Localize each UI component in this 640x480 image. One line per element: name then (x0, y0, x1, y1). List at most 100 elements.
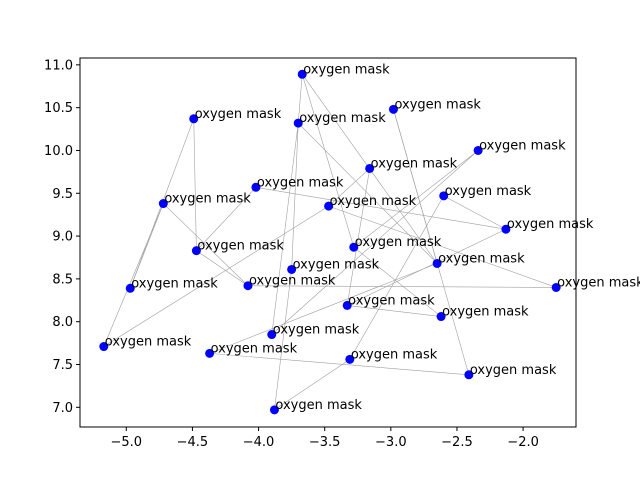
data-point (293, 118, 303, 128)
connection-line (347, 228, 507, 306)
connection-line (271, 150, 479, 335)
connection-line (297, 74, 303, 124)
point-label: oxygen mask (299, 111, 386, 126)
data-point (158, 199, 168, 209)
data-point (439, 191, 449, 201)
point-label: oxygen mask (557, 275, 640, 290)
connection-line (301, 74, 355, 248)
x-axis: −5.0 −4.5 −4.0 −3.5 −3.0 −2.5 −2.0 (111, 427, 539, 450)
connection-line (347, 305, 442, 317)
x-tick-label: −3.5 (309, 435, 341, 450)
point-label: oxygen mask (445, 184, 532, 199)
point-label: oxygen mask (394, 97, 481, 112)
point-label: oxygen mask (197, 239, 284, 254)
connection-line (353, 246, 442, 317)
y-tick-label: 7.0 (52, 401, 73, 416)
connection-line (443, 195, 507, 230)
connection-line (196, 250, 249, 286)
data-point (342, 300, 352, 310)
connection-line (209, 263, 438, 354)
connection-line (298, 122, 438, 264)
data-point (501, 224, 511, 234)
y-tick-label: 11.0 (44, 58, 73, 73)
data-point (251, 182, 261, 192)
y-tick-label: 9.5 (52, 187, 73, 202)
point-labels: oxygen mask oxygen mask oxygen mask oxygen … (105, 62, 640, 413)
point-label: oxygen mask (131, 276, 218, 291)
x-tick-label: −2.0 (507, 435, 539, 450)
connection-line (349, 195, 444, 360)
point-label: oxygen mask (249, 274, 336, 289)
data-point (243, 281, 253, 291)
point-label: oxygen mask (470, 363, 557, 378)
x-tick-label: −2.5 (441, 435, 473, 450)
point-label: oxygen mask (442, 305, 529, 320)
point-label: oxygen mask (303, 62, 390, 77)
connection-line (103, 203, 164, 347)
connection-line (271, 123, 299, 335)
connection-line (103, 205, 329, 347)
point-label: oxygen mask (351, 347, 438, 362)
data-point (205, 348, 215, 358)
x-tick-label: −3.0 (375, 435, 407, 450)
connection-line (209, 353, 469, 376)
data-points (99, 69, 561, 415)
data-point (388, 104, 398, 114)
connection-line (196, 187, 257, 251)
x-tick-label: −4.0 (243, 435, 275, 450)
data-point (365, 163, 375, 173)
point-label: oxygen mask (355, 235, 442, 250)
data-point (324, 201, 334, 211)
x-tick-label: −5.0 (111, 435, 143, 450)
data-point (551, 282, 561, 292)
data-point (191, 246, 201, 256)
connection-line (274, 269, 292, 410)
data-point (125, 283, 135, 293)
point-label: oxygen mask (211, 341, 298, 356)
data-point (267, 330, 277, 340)
connection-line (393, 109, 470, 375)
point-label: oxygen mask (293, 257, 380, 272)
point-label: oxygen mask (507, 217, 594, 232)
point-label: oxygen mask (164, 192, 251, 207)
point-label: oxygen mask (257, 175, 344, 190)
connection-line (247, 285, 557, 288)
y-tick-label: 8.0 (52, 315, 73, 330)
data-point (349, 242, 359, 252)
point-label: oxygen mask (105, 335, 192, 350)
data-point (287, 264, 297, 274)
data-point (297, 69, 307, 79)
data-point (473, 145, 483, 155)
y-tick-label: 9.0 (52, 230, 73, 245)
connection-line (328, 168, 370, 207)
connection-line (255, 186, 506, 230)
connection-line (353, 150, 479, 248)
data-point (432, 258, 442, 268)
data-point (189, 114, 199, 124)
point-label: oxygen mask (195, 107, 282, 122)
y-axis: 7.0 7.5 8.0 8.5 9.0 9.5 10.0 10.5 11.0 (44, 58, 80, 416)
point-label: oxygen mask (371, 156, 458, 171)
connection-line (163, 203, 249, 286)
point-label: oxygen mask (479, 138, 566, 153)
point-label: oxygen mask (273, 323, 360, 338)
connection-line (274, 359, 350, 411)
plot-area-frame (79, 57, 577, 428)
data-point (464, 370, 474, 380)
connection-line (328, 205, 557, 288)
y-tick-label: 10.0 (44, 144, 73, 159)
y-tick-label: 8.5 (52, 272, 73, 287)
x-tick-label: −4.5 (177, 435, 209, 450)
data-point (99, 342, 109, 352)
data-point (269, 405, 279, 415)
connection-line (291, 123, 299, 270)
data-point (436, 312, 446, 322)
connection-lines (103, 74, 557, 411)
point-label: oxygen mask (348, 293, 435, 308)
point-label: oxygen mask (330, 194, 417, 209)
y-tick-label: 10.5 (44, 101, 73, 116)
connection-line (193, 118, 197, 251)
data-point (345, 354, 355, 364)
